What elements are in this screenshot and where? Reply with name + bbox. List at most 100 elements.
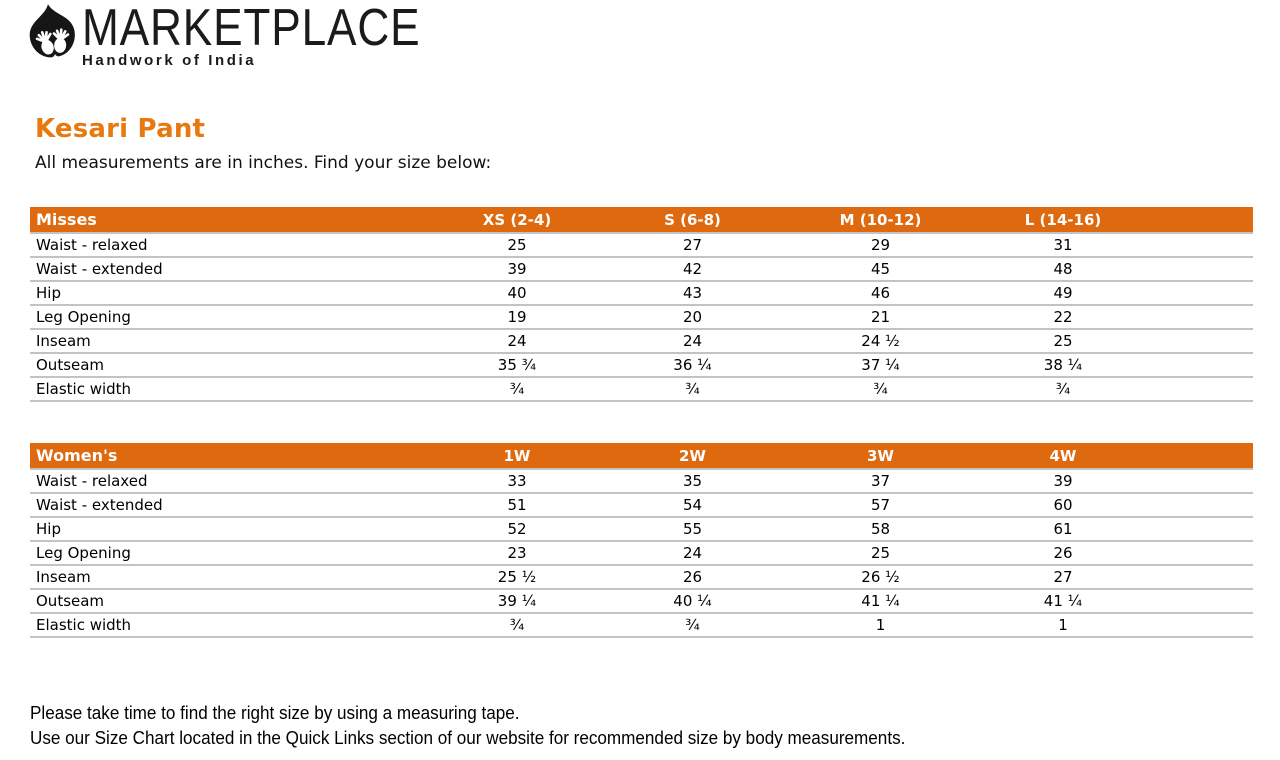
measurement-label: Waist - relaxed — [30, 469, 433, 494]
brand-tagline: Handwork of India — [82, 52, 257, 69]
row-filler-cell — [1149, 589, 1253, 614]
measurement-value: 43 — [601, 281, 784, 306]
row-filler-cell — [1149, 233, 1253, 258]
measurement-value: 1 — [784, 613, 977, 638]
table-row: Outseam 35 ¾ 36 ¼ 37 ¼ 38 ¼ — [30, 353, 1253, 378]
womens-size-table-container: Women's 1W 2W 3W 4W Waist - relaxed 33 35 37 39 Wa… — [30, 443, 1253, 638]
table-row: Outseam 39 ¼ 40 ¼ 41 ¼ 41 ¼ — [30, 589, 1253, 614]
measurement-value: 49 — [977, 281, 1149, 306]
measurement-value: 41 ¼ — [977, 589, 1149, 614]
measurement-value: 26 — [601, 565, 784, 590]
measurement-label: Waist - extended — [30, 493, 433, 518]
measurement-value: 33 — [433, 469, 601, 494]
measurement-value: 37 — [784, 469, 977, 494]
row-filler-cell — [1149, 469, 1253, 494]
measurement-value: 54 — [601, 493, 784, 518]
measurement-label: Inseam — [30, 329, 433, 354]
measurement-label: Outseam — [30, 353, 433, 378]
measurement-value: 39 ¼ — [433, 589, 601, 614]
measurement-value: 26 — [977, 541, 1149, 566]
measurement-value: 35 ¾ — [433, 353, 601, 378]
measurement-label: Outseam — [30, 589, 433, 614]
measurement-label: Waist - extended — [30, 257, 433, 282]
measurement-value: 24 — [601, 329, 784, 354]
table-row: Waist - extended 39 42 45 48 — [30, 257, 1253, 282]
table-row: Hip 40 43 46 49 — [30, 281, 1253, 306]
measurement-value: 24 — [601, 541, 784, 566]
table-row: Waist - extended 51 54 57 60 — [30, 493, 1253, 518]
measurement-value: 45 — [784, 257, 977, 282]
measurement-label: Inseam — [30, 565, 433, 590]
measurement-value: ¾ — [601, 377, 784, 402]
measurement-label: Elastic width — [30, 377, 433, 402]
size-column-header: M (10-12) — [784, 207, 977, 234]
size-table: Women's 1W 2W 3W 4W Waist - relaxed 33 35 37 39 Wa… — [30, 443, 1253, 638]
table-row: Elastic width ¾ ¾ ¾ ¾ — [30, 377, 1253, 402]
row-filler-cell — [1149, 353, 1253, 378]
row-filler-cell — [1149, 493, 1253, 518]
measurement-value: 25 — [784, 541, 977, 566]
row-filler-cell — [1149, 257, 1253, 282]
measurement-value: 26 ½ — [784, 565, 977, 590]
title-block: Kesari Pant All measurements are in inch… — [35, 114, 491, 173]
measurement-value: 61 — [977, 517, 1149, 542]
header-filler-cell — [1149, 207, 1253, 234]
measurement-value: 27 — [601, 233, 784, 258]
measurement-value: 27 — [977, 565, 1149, 590]
measurement-value: 57 — [784, 493, 977, 518]
measurement-value: 24 ½ — [784, 329, 977, 354]
table-title: Women's — [30, 443, 433, 470]
brand-text-block: MARKETPLACE Handwork of India — [82, 0, 480, 69]
measurement-value: 39 — [433, 257, 601, 282]
measurement-label: Leg Opening — [30, 541, 433, 566]
row-filler-cell — [1149, 377, 1253, 402]
measurement-label: Waist - relaxed — [30, 233, 433, 258]
measurement-value: 37 ¼ — [784, 353, 977, 378]
measurement-value: 35 — [601, 469, 784, 494]
footer-line-2: Use our Size Chart located in the Quick … — [30, 728, 906, 748]
measurement-value: 38 ¼ — [977, 353, 1149, 378]
row-filler-cell — [1149, 565, 1253, 590]
table-row: Hip 52 55 58 61 — [30, 517, 1253, 542]
size-table: Misses XS (2-4) S (6-8) M (10-12) L (14-16) W… — [30, 207, 1253, 402]
row-filler-cell — [1149, 517, 1253, 542]
row-filler-cell — [1149, 541, 1253, 566]
measurement-label: Elastic width — [30, 613, 433, 638]
measurement-value: 58 — [784, 517, 977, 542]
size-column-header: 1W — [433, 443, 601, 470]
measurement-value: 46 — [784, 281, 977, 306]
misses-size-table-container: Misses XS (2-4) S (6-8) M (10-12) L (14-16) W… — [30, 207, 1253, 402]
measurements-note: All measurements are in inches. Find you… — [35, 153, 492, 173]
measurement-value: ¾ — [433, 377, 601, 402]
table-header-row: Women's 1W 2W 3W 4W — [30, 443, 1253, 470]
table-row: Elastic width ¾ ¾ 1 1 — [30, 613, 1253, 638]
measurement-value: ¾ — [601, 613, 784, 638]
size-column-header: L (14-16) — [977, 207, 1149, 234]
table-row: Waist - relaxed 33 35 37 39 — [30, 469, 1253, 494]
measurement-value: ¾ — [977, 377, 1149, 402]
measurement-value: 20 — [601, 305, 784, 330]
measurement-value: 19 — [433, 305, 601, 330]
row-filler-cell — [1149, 281, 1253, 306]
table-row: Inseam 25 ½ 26 26 ½ 27 — [30, 565, 1253, 590]
measurement-value: ¾ — [433, 613, 601, 638]
footer-notes: Please take time to find the right size … — [30, 701, 905, 751]
measurement-value: 22 — [977, 305, 1149, 330]
measurement-value: 55 — [601, 517, 784, 542]
measurement-label: Leg Opening — [30, 305, 433, 330]
size-column-header: 2W — [601, 443, 784, 470]
table-title: Misses — [30, 207, 433, 234]
footer-line-1: Please take time to find the right size … — [30, 703, 520, 723]
size-column-header: 4W — [977, 443, 1149, 470]
table-row: Leg Opening 23 24 25 26 — [30, 541, 1253, 566]
measurement-value: 25 — [977, 329, 1149, 354]
brand-header: MARKETPLACE Handwork of India — [24, 0, 480, 69]
row-filler-cell — [1149, 305, 1253, 330]
measurement-label: Hip — [30, 517, 433, 542]
size-column-header: XS (2-4) — [433, 207, 601, 234]
table-header-row: Misses XS (2-4) S (6-8) M (10-12) L (14-16) — [30, 207, 1253, 234]
table-row: Leg Opening 19 20 21 22 — [30, 305, 1253, 330]
measurement-value: 31 — [977, 233, 1149, 258]
brand-name: MARKETPLACE — [82, 0, 421, 57]
measurement-value: 25 — [433, 233, 601, 258]
